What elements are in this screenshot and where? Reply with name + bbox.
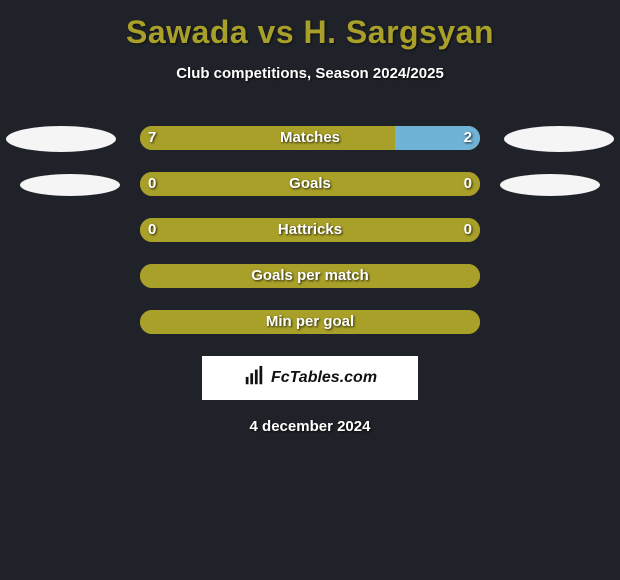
brand-box[interactable]: FcTables.com — [202, 356, 418, 400]
bar-left-fill — [140, 172, 480, 196]
bar-track — [140, 310, 480, 334]
stat-row: Min per goal — [0, 298, 620, 344]
player-right-ellipse — [504, 126, 614, 152]
brand-text: FcTables.com — [271, 369, 377, 387]
stat-value-left: 0 — [148, 172, 156, 196]
page-title: Sawada vs H. Sargsyan — [0, 0, 620, 51]
player-left-ellipse — [20, 174, 120, 196]
stat-value-left: 7 — [148, 126, 156, 150]
stat-row: Matches72 — [0, 114, 620, 160]
bar-left-fill — [140, 218, 480, 242]
player-left-ellipse — [6, 126, 116, 152]
stat-row: Hattricks00 — [0, 206, 620, 252]
bar-left-fill — [140, 264, 480, 288]
bar-track — [140, 172, 480, 196]
stat-value-right: 2 — [464, 126, 472, 150]
bar-track — [140, 218, 480, 242]
stat-value-right: 0 — [464, 172, 472, 196]
bar-track — [140, 126, 480, 150]
bar-left-fill — [140, 126, 395, 150]
bar-left-fill — [140, 310, 480, 334]
subtitle: Club competitions, Season 2024/2025 — [0, 65, 620, 82]
bar-track — [140, 264, 480, 288]
stat-row: Goals per match — [0, 252, 620, 298]
stats-rows: Matches72Goals00Hattricks00Goals per mat… — [0, 114, 620, 344]
stat-value-right: 0 — [464, 218, 472, 242]
date-text: 4 december 2024 — [0, 418, 620, 435]
stat-value-left: 0 — [148, 218, 156, 242]
bar-chart-icon — [243, 365, 265, 392]
stat-row: Goals00 — [0, 160, 620, 206]
player-right-ellipse — [500, 174, 600, 196]
